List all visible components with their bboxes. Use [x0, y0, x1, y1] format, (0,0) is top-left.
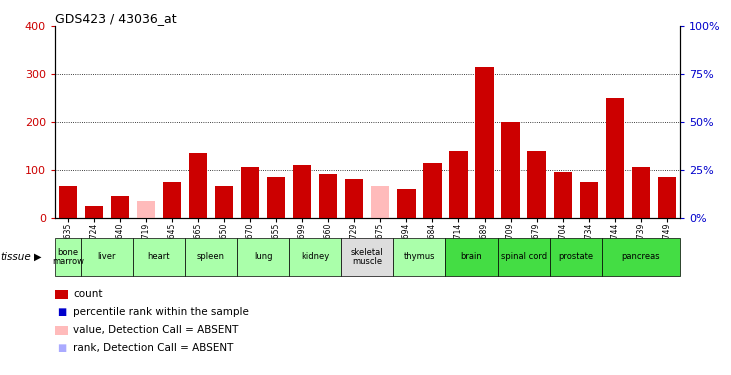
Text: ■: ■ [57, 308, 66, 317]
Bar [605, 98, 624, 218]
Text: liver: liver [98, 252, 116, 261]
Text: percentile rank within the sample: percentile rank within the sample [73, 308, 249, 317]
Bar [189, 153, 207, 218]
Bar [658, 177, 676, 218]
Bar [632, 167, 650, 217]
Bar [289, 238, 341, 276]
Bar [501, 122, 520, 218]
Bar [111, 196, 129, 217]
Bar [345, 179, 363, 218]
Text: spleen: spleen [197, 252, 225, 261]
Bar [475, 67, 493, 218]
Bar [85, 206, 103, 218]
Text: tissue: tissue [1, 252, 31, 262]
Bar [423, 162, 442, 218]
Text: kidney: kidney [301, 252, 330, 261]
Text: prostate: prostate [558, 252, 594, 261]
Bar [580, 182, 598, 218]
Text: ■: ■ [57, 344, 66, 353]
Bar [553, 172, 572, 217]
Bar [393, 238, 445, 276]
Bar [397, 189, 415, 217]
Bar [215, 186, 233, 218]
Bar [445, 238, 498, 276]
Text: thymus: thymus [404, 252, 435, 261]
Bar [602, 238, 680, 276]
Bar [450, 150, 468, 217]
Text: rank, Detection Call = ABSENT: rank, Detection Call = ABSENT [73, 344, 233, 353]
Text: pancreas: pancreas [621, 252, 660, 261]
Bar [237, 238, 289, 276]
Bar [241, 167, 260, 217]
Text: bone
marrow: bone marrow [52, 248, 84, 266]
Bar [341, 238, 393, 276]
Bar [371, 186, 390, 218]
Bar [137, 201, 155, 217]
Bar [550, 238, 602, 276]
Bar [163, 182, 181, 218]
Bar [55, 238, 81, 276]
Bar [133, 238, 185, 276]
Bar [319, 174, 338, 217]
Text: spinal cord: spinal cord [501, 252, 547, 261]
Text: value, Detection Call = ABSENT: value, Detection Call = ABSENT [73, 326, 238, 335]
Bar [293, 165, 311, 218]
Text: ▶: ▶ [34, 252, 42, 262]
Text: count: count [73, 290, 102, 299]
Text: skeletal
muscle: skeletal muscle [351, 248, 384, 266]
Text: lung: lung [254, 252, 273, 261]
Text: brain: brain [461, 252, 482, 261]
Bar [185, 238, 237, 276]
Bar [267, 177, 285, 218]
Text: GDS423 / 43036_at: GDS423 / 43036_at [55, 12, 176, 25]
Bar [528, 150, 546, 217]
Bar [81, 238, 133, 276]
Bar [498, 238, 550, 276]
Bar [58, 186, 77, 218]
Text: heart: heart [148, 252, 170, 261]
